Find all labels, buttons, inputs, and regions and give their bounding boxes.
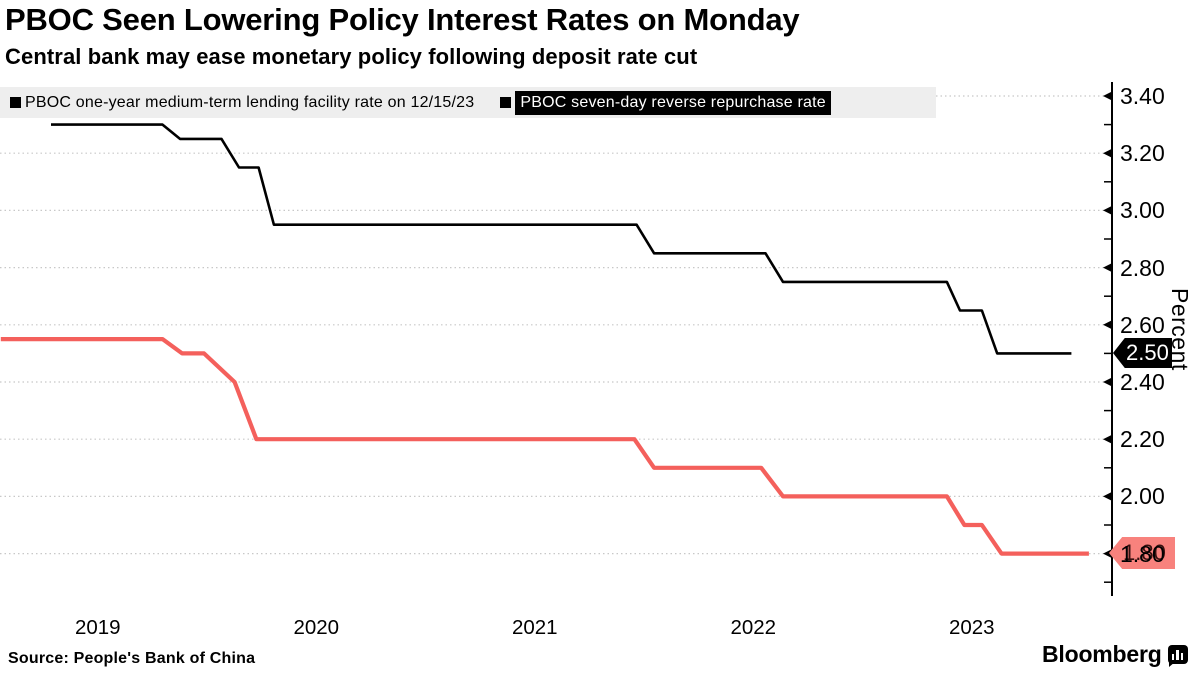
- bloomberg-wordmark: Bloomberg: [1042, 641, 1162, 667]
- series-line-repo: [0, 337, 1089, 556]
- x-axis-label: 2021: [511, 616, 558, 639]
- x-axis-label: 2023: [948, 616, 995, 639]
- y-axis-major-tick-arrow: [1103, 148, 1113, 159]
- y-axis-major-tick-arrow: [1103, 319, 1113, 330]
- last-value-badge-repo: 1.80: [1109, 537, 1175, 569]
- legend-item-label-highlighted: PBOC seven-day reverse repurchase rate: [515, 90, 831, 115]
- y-axis-label: 3.40: [1120, 83, 1165, 109]
- y-axis-label: 1.80: [1120, 540, 1165, 567]
- y-axis-major-tick-arrow: [1103, 205, 1113, 216]
- y-axis-label: 2.80: [1120, 254, 1165, 281]
- y-axis-label: 2.60: [1120, 311, 1165, 338]
- x-axis-label: 2020: [293, 616, 340, 639]
- y-axis-major-tick-arrow: [1103, 434, 1113, 445]
- legend-swatch-icon: [10, 97, 21, 108]
- y-axis-label: 3.20: [1120, 140, 1165, 167]
- series-line-mlf: [51, 123, 1072, 355]
- y-axis-label: 2.40: [1120, 369, 1165, 395]
- y-axis-major-tick-arrow: [1103, 91, 1113, 101]
- y-axis-label: 3.00: [1120, 197, 1165, 224]
- page-subtitle: Central bank may ease monetary policy fo…: [5, 44, 698, 69]
- y-axis-major-tick-arrow: [1103, 377, 1113, 387]
- x-axis-label: 2022: [730, 616, 777, 639]
- legend-bar: PBOC one-year medium-term lending facili…: [0, 87, 936, 118]
- y-axis-major-tick-arrow: [1103, 491, 1113, 502]
- bloomberg-chart-bubble-icon: [1167, 645, 1188, 667]
- source-credit: Source: People's Bank of China: [8, 650, 256, 667]
- bloomberg-logo: Bloomberg: [1042, 641, 1188, 668]
- y-axis-label: 2.00: [1120, 483, 1165, 510]
- legend-item-label: PBOC one-year medium-term lending facili…: [25, 93, 475, 111]
- x-axis-label: 2019: [74, 616, 121, 639]
- legend-item-reverse-repo-rate[interactable]: PBOC seven-day reverse repurchase rate: [500, 90, 831, 115]
- y-axis-major-tick-arrow: [1103, 262, 1113, 273]
- legend-item-mlf-rate[interactable]: PBOC one-year medium-term lending facili…: [10, 94, 474, 112]
- page-title: PBOC Seen Lowering Policy Interest Rates…: [5, 2, 800, 37]
- last-value-badge-mlf: 2.50: [1113, 338, 1172, 368]
- y-axis-label: 2.20: [1120, 426, 1165, 453]
- legend-swatch-icon: [500, 97, 512, 108]
